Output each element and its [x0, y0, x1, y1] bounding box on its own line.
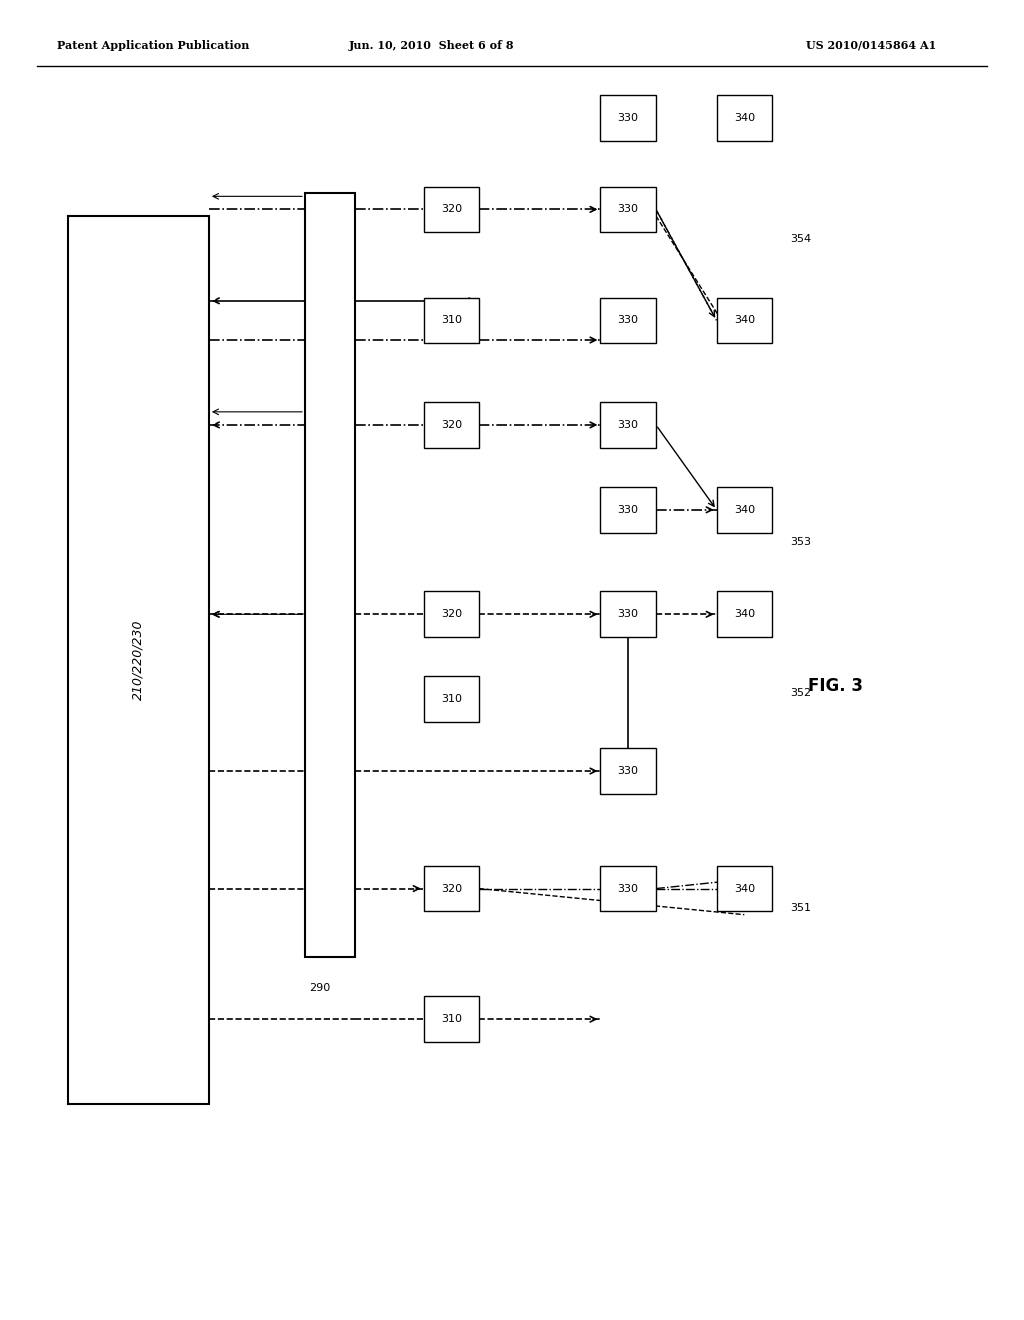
Text: 354: 354 [790, 234, 811, 244]
Text: 340: 340 [734, 883, 755, 894]
Text: Patent Application Publication: Patent Application Publication [57, 40, 250, 50]
Text: 330: 330 [617, 610, 639, 619]
Text: 340: 340 [734, 114, 755, 123]
FancyBboxPatch shape [424, 997, 479, 1041]
Text: 320: 320 [440, 420, 462, 430]
Text: 340: 340 [734, 504, 755, 515]
Text: US 2010/0145864 A1: US 2010/0145864 A1 [806, 40, 936, 50]
Text: 330: 330 [617, 766, 639, 776]
FancyBboxPatch shape [600, 403, 656, 447]
Text: 310: 310 [441, 1014, 462, 1024]
Text: 320: 320 [440, 205, 462, 214]
FancyBboxPatch shape [717, 591, 772, 638]
FancyBboxPatch shape [424, 591, 479, 638]
Text: 210/220/230: 210/220/230 [132, 620, 144, 700]
Text: 320: 320 [440, 610, 462, 619]
Text: 340: 340 [734, 610, 755, 619]
FancyBboxPatch shape [717, 866, 772, 911]
FancyBboxPatch shape [717, 297, 772, 343]
FancyBboxPatch shape [305, 193, 355, 957]
Text: 330: 330 [617, 420, 639, 430]
FancyBboxPatch shape [68, 216, 209, 1104]
Text: 330: 330 [617, 883, 639, 894]
FancyBboxPatch shape [600, 866, 656, 911]
Text: 351: 351 [790, 903, 811, 913]
Text: 330: 330 [617, 205, 639, 214]
Text: Jun. 10, 2010  Sheet 6 of 8: Jun. 10, 2010 Sheet 6 of 8 [348, 40, 514, 50]
Text: 330: 330 [617, 315, 639, 326]
FancyBboxPatch shape [424, 676, 479, 722]
Text: 330: 330 [617, 114, 639, 123]
FancyBboxPatch shape [717, 487, 772, 533]
Text: 310: 310 [441, 315, 462, 326]
FancyBboxPatch shape [600, 95, 656, 141]
FancyBboxPatch shape [424, 866, 479, 911]
Text: 352: 352 [790, 688, 811, 698]
Text: FIG. 3: FIG. 3 [808, 677, 863, 696]
FancyBboxPatch shape [717, 95, 772, 141]
FancyBboxPatch shape [600, 297, 656, 343]
FancyBboxPatch shape [424, 403, 479, 447]
FancyBboxPatch shape [600, 748, 656, 793]
Text: 310: 310 [441, 694, 462, 704]
FancyBboxPatch shape [600, 487, 656, 533]
FancyBboxPatch shape [424, 297, 479, 343]
Text: 353: 353 [790, 537, 811, 548]
Text: 320: 320 [440, 883, 462, 894]
Text: 330: 330 [617, 504, 639, 515]
FancyBboxPatch shape [424, 186, 479, 232]
Text: 290: 290 [309, 983, 331, 993]
Text: 340: 340 [734, 315, 755, 326]
FancyBboxPatch shape [600, 591, 656, 638]
FancyBboxPatch shape [600, 186, 656, 232]
